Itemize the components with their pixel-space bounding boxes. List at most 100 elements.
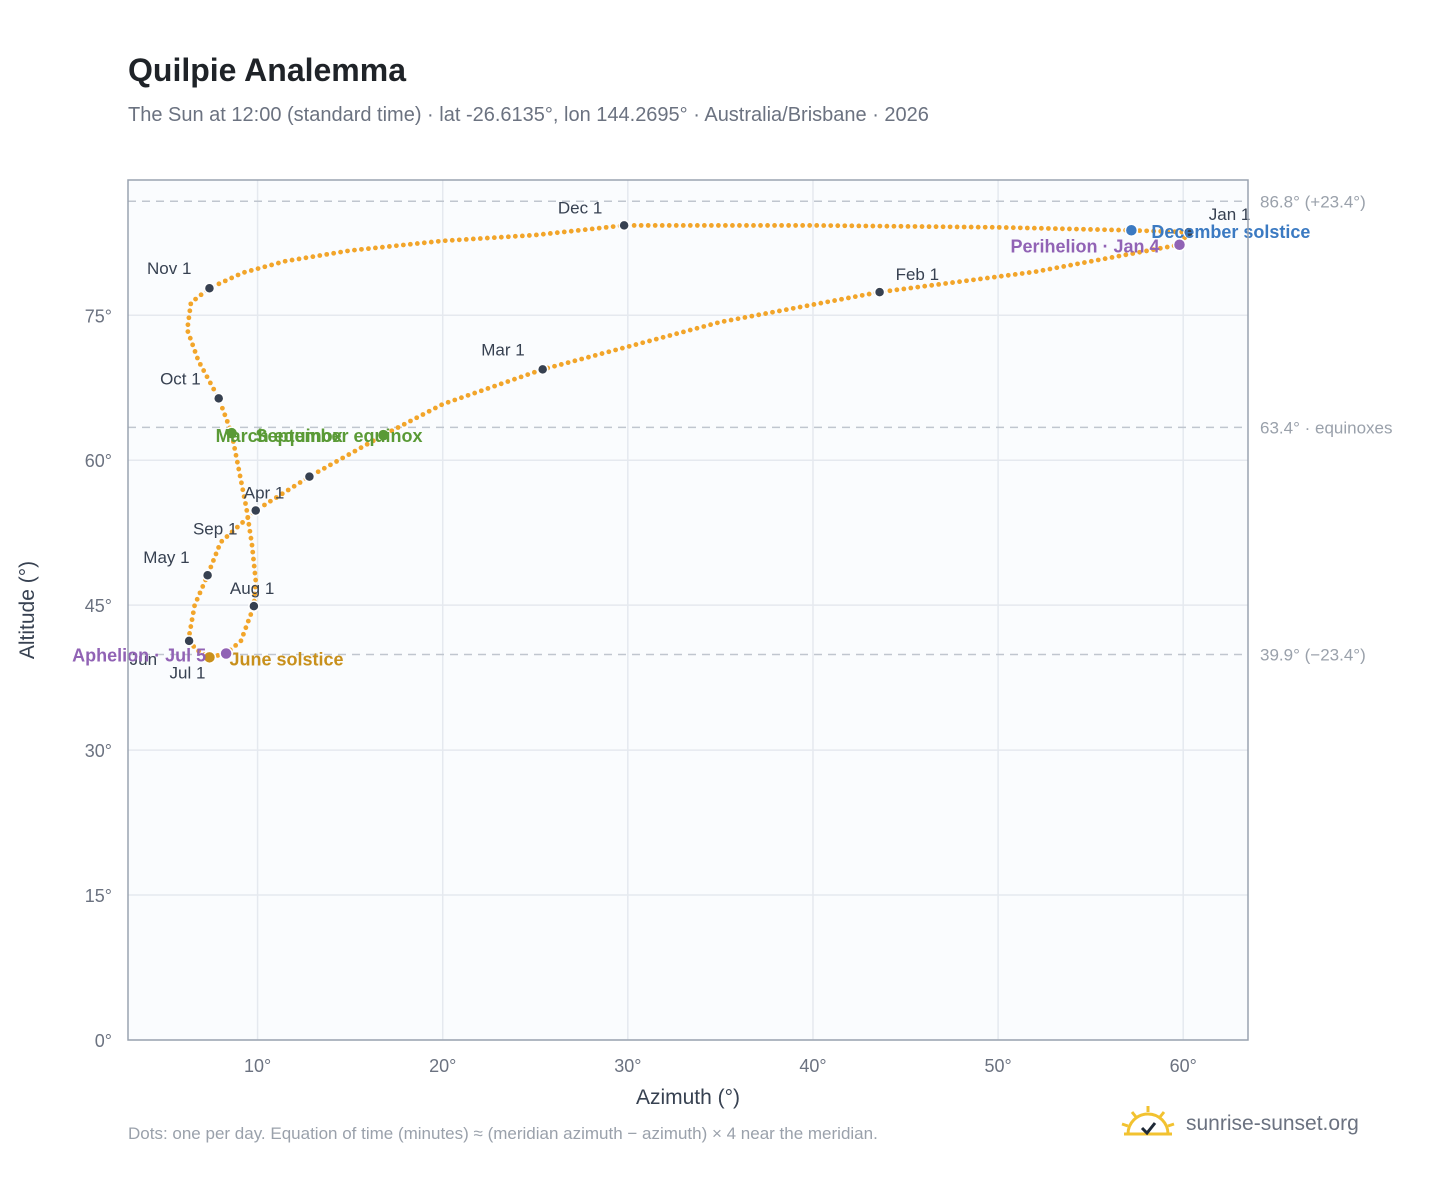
daily-dot	[188, 301, 194, 307]
daily-dot	[586, 354, 591, 360]
daily-dot	[364, 441, 370, 447]
analemma-path	[185, 223, 1192, 660]
daily-dot	[1010, 225, 1016, 231]
daily-dot	[751, 223, 756, 228]
daily-dot	[943, 281, 949, 286]
daily-dot	[297, 480, 303, 485]
daily-dot	[233, 452, 239, 458]
brand-name: sunrise-sunset.org	[1186, 1112, 1359, 1135]
daily-dot	[485, 386, 491, 391]
plot-frame	[127, 179, 1249, 1041]
y-tick-label: 0°	[95, 1031, 112, 1051]
daily-dot	[207, 380, 213, 386]
daily-dot	[1095, 257, 1101, 263]
daily-dot	[247, 528, 253, 534]
daily-dot	[954, 224, 960, 230]
daily-dot	[807, 223, 813, 228]
daily-dot	[715, 223, 721, 228]
daily-dot	[1088, 258, 1094, 264]
daily-dot	[749, 313, 755, 319]
daily-dot	[978, 276, 983, 282]
event-label: September equinox	[255, 426, 422, 446]
daily-dot	[898, 223, 904, 229]
daily-dot	[552, 363, 557, 369]
daily-dot	[870, 223, 876, 229]
month-marker	[1183, 226, 1195, 238]
daily-dot	[821, 223, 827, 228]
daily-dot	[947, 224, 953, 230]
daily-dot	[321, 465, 327, 471]
event-marker	[224, 426, 239, 440]
daily-dot	[331, 250, 337, 256]
daily-dot	[187, 308, 193, 314]
daily-dot	[708, 322, 713, 328]
daily-dot	[240, 487, 246, 493]
daily-dot	[1130, 251, 1136, 256]
daily-dot	[190, 610, 196, 616]
daily-dot	[262, 502, 267, 508]
daily-dot	[315, 469, 321, 475]
daily-dot	[235, 272, 241, 278]
daily-dot	[525, 372, 531, 377]
daily-dot	[421, 240, 427, 246]
daily-dot	[208, 564, 214, 570]
daily-dot	[887, 288, 893, 294]
reference-lines: 86.8° (+23.4°) 63.4° · equinoxes 39.9° (−2…	[128, 192, 1393, 664]
daily-dot	[253, 577, 259, 583]
month-marker	[248, 600, 260, 612]
month-label: Jun	[130, 650, 157, 669]
daily-dot	[273, 495, 279, 500]
daily-dot	[772, 223, 777, 228]
month-label: Dec 1	[558, 198, 602, 217]
daily-dot	[512, 233, 518, 239]
daily-dot	[828, 223, 834, 229]
daily-dot	[1123, 252, 1129, 258]
daily-dot	[190, 342, 196, 348]
month-marker	[183, 635, 195, 647]
event-marker	[219, 646, 233, 661]
event-marker	[202, 650, 217, 665]
daily-dot	[877, 223, 883, 229]
daily-dot	[638, 223, 644, 228]
daily-dot	[908, 285, 914, 291]
daily-dot	[1164, 244, 1170, 250]
daily-dot	[192, 603, 197, 609]
daily-dot	[647, 338, 652, 344]
daily-dot	[742, 315, 748, 320]
daily-dot	[248, 268, 254, 273]
daily-dot	[187, 631, 192, 636]
month-label: Sep 1	[193, 520, 237, 539]
daily-dot	[964, 278, 969, 284]
daily-dot	[492, 383, 497, 389]
chart-title: Quilpie Analemma	[128, 52, 406, 88]
plot-background	[128, 180, 1248, 1040]
daily-dot	[1033, 269, 1039, 275]
daily-dot	[728, 317, 734, 323]
daily-dot	[472, 390, 478, 396]
daily-dot	[240, 520, 245, 525]
daily-dot	[982, 224, 988, 230]
daily-dot	[269, 262, 275, 268]
daily-dot	[1151, 228, 1157, 234]
daily-dot	[933, 224, 939, 230]
daily-dot	[613, 347, 618, 353]
daily-dot	[246, 521, 252, 527]
y-tick-label: 45°	[85, 596, 112, 616]
x-tick-label: 20°	[429, 1056, 456, 1076]
daily-dot	[238, 638, 244, 644]
event-marker	[1124, 223, 1139, 237]
daily-dot	[194, 596, 200, 602]
daily-dot	[1109, 227, 1114, 233]
daily-dot	[285, 487, 291, 493]
daily-dot	[758, 223, 763, 228]
daily-dot	[856, 223, 862, 229]
daily-dot	[296, 256, 302, 262]
daily-dot	[894, 287, 900, 293]
brand[interactable]: sunrise-sunset.org	[1120, 1102, 1359, 1146]
daily-dot	[310, 254, 316, 260]
daily-dot	[929, 282, 935, 288]
daily-dot	[1081, 226, 1086, 232]
daily-dot	[204, 374, 210, 380]
daily-dot	[687, 223, 693, 228]
daily-dot	[991, 274, 997, 280]
